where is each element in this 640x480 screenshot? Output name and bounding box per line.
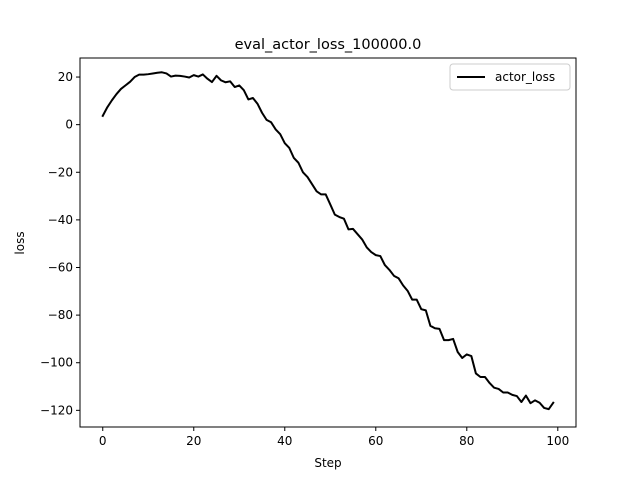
plot-area: 0 20 40 60 80 100 20 0 −20 −40 −60 −80 −100 −120 actor… xyxy=(40,57,577,448)
axes-frame xyxy=(79,57,577,428)
series-line-actor_loss xyxy=(101,71,555,411)
x-tick-label: 100 xyxy=(546,434,569,448)
x-tick-label: 60 xyxy=(368,434,383,448)
y-tick-label: −20 xyxy=(48,165,73,179)
y-tick-label: −60 xyxy=(48,260,73,274)
x-tick-label: 80 xyxy=(459,434,474,448)
chart-title: eval_actor_loss_100000.0 xyxy=(235,37,422,53)
y-tick-label: −100 xyxy=(40,356,73,370)
y-axis-label: loss xyxy=(13,231,27,254)
legend-label-actor_loss: actor_loss xyxy=(495,70,555,84)
y-tick-label: −80 xyxy=(48,308,73,322)
y-tick-label: −120 xyxy=(40,403,73,417)
y-tick-label: −40 xyxy=(48,213,73,227)
x-axis-label: Step xyxy=(314,456,341,470)
x-tick-label: 0 xyxy=(99,434,107,448)
y-tick-label: 20 xyxy=(58,70,73,84)
y-tick-label: 0 xyxy=(65,118,73,132)
x-tick-label: 20 xyxy=(186,434,201,448)
legend-box xyxy=(449,63,571,91)
x-tick-label: 40 xyxy=(277,434,292,448)
